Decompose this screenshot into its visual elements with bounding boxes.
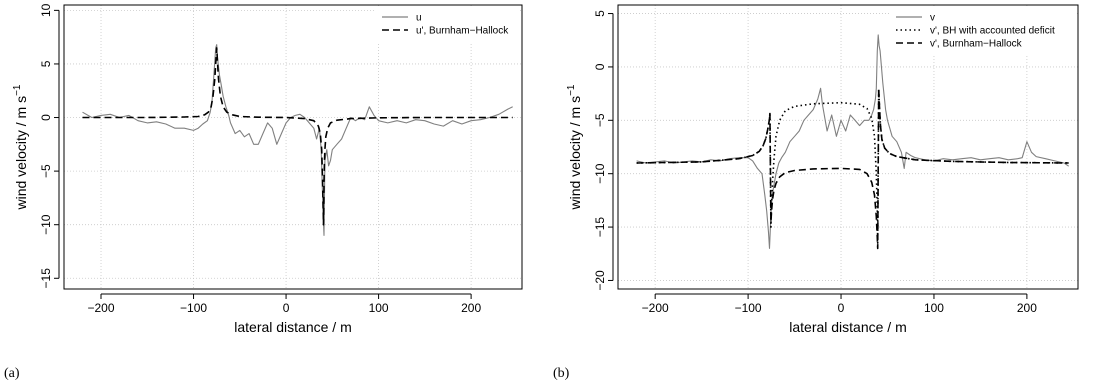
y-tick-label: 5 bbox=[593, 10, 607, 17]
y-axis-label: wind velocity / m s−1 bbox=[12, 84, 29, 210]
x-tick-label: −200 bbox=[87, 301, 114, 315]
x-axis-label: lateral distance / m bbox=[234, 319, 352, 335]
x-tick-label: −100 bbox=[180, 301, 207, 315]
y-tick-label: −10 bbox=[593, 163, 607, 184]
x-tick-label: −200 bbox=[642, 301, 669, 315]
chart-panel-b: −200 −100 0 100 200 −20 −15 −10 −5 0 5 lateral dist… bbox=[553, 4, 1079, 381]
y-tick-label: −10 bbox=[39, 214, 53, 235]
legend: v v', BH with accounted deficit v', Burnha… bbox=[890, 8, 1076, 55]
legend-entry: v', Burnham−Hallock bbox=[930, 39, 1023, 50]
series-line-dashed-2 bbox=[636, 87, 1069, 250]
y-tick-label: −5 bbox=[593, 113, 607, 127]
x-tick-label: −100 bbox=[735, 301, 762, 315]
x-tick-label: 100 bbox=[924, 301, 944, 315]
series-line-solid-0 bbox=[636, 34, 1070, 249]
y-axis-label: wind velocity / m s−1 bbox=[566, 84, 583, 210]
plot-frame bbox=[617, 4, 1079, 290]
y-tick-label: 0 bbox=[39, 114, 53, 121]
x-tick-label: 0 bbox=[283, 301, 290, 315]
series-line-dashed-1 bbox=[82, 47, 513, 226]
y-tick-label: 5 bbox=[39, 60, 53, 67]
x-tick-label: 100 bbox=[369, 301, 389, 315]
legend-entry: v bbox=[930, 13, 935, 24]
y-tick-label: −15 bbox=[593, 217, 607, 238]
x-tick-label: 0 bbox=[838, 301, 845, 315]
x-tick-label: 200 bbox=[461, 301, 481, 315]
legend: u u', Burnham−Hallock bbox=[376, 8, 520, 42]
y-tick-label: 0 bbox=[593, 63, 607, 70]
x-axis-label: lateral distance / m bbox=[789, 319, 907, 335]
legend-entry: u', Burnham−Hallock bbox=[416, 26, 509, 37]
series-line-dotted-1 bbox=[636, 87, 1069, 244]
series-line-solid-0 bbox=[82, 44, 513, 236]
legend-entry: v', BH with accounted deficit bbox=[930, 26, 1055, 37]
legend-entry: u bbox=[416, 13, 422, 24]
y-tick-label: −20 bbox=[593, 270, 607, 291]
y-tick-label: −5 bbox=[39, 164, 53, 178]
y-tick-label: −15 bbox=[39, 268, 53, 289]
panel-label: (a) bbox=[4, 366, 20, 381]
chart-panel-a: −200 −100 0 100 200 −15 −10 −5 0 5 10 lateral dista… bbox=[4, 3, 523, 381]
plot-frame bbox=[63, 4, 523, 290]
panel-label: (b) bbox=[553, 366, 570, 381]
y-tick-label: 10 bbox=[39, 3, 53, 17]
x-tick-label: 200 bbox=[1017, 301, 1037, 315]
